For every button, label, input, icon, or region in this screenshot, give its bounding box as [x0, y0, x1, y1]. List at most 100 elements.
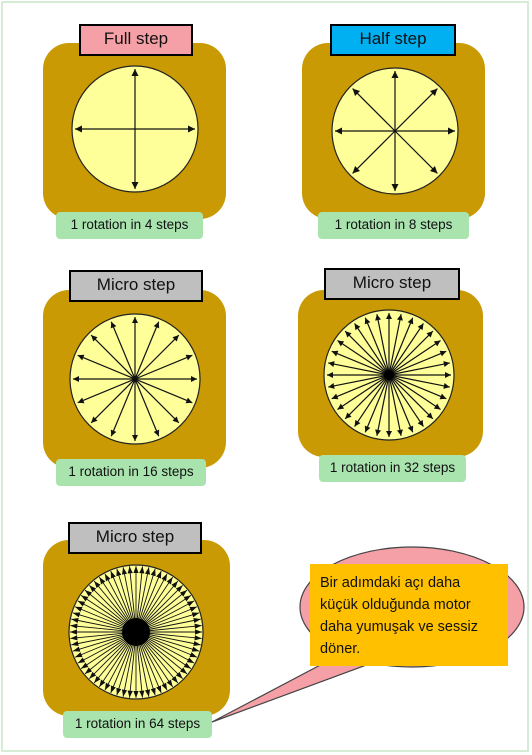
- arrow-head: [70, 623, 78, 629]
- step-ray: [344, 330, 390, 376]
- step-ray: [337, 374, 390, 410]
- arrow-head: [71, 617, 79, 624]
- arrow-head: [75, 606, 83, 612]
- arrow-head: [407, 425, 414, 433]
- arrow-head: [364, 425, 371, 433]
- arrow-head: [127, 690, 133, 698]
- step-ray: [134, 334, 180, 380]
- panel-caption: 1 rotation in 8 steps: [318, 212, 469, 239]
- arrow-head: [193, 617, 201, 624]
- arrow-head: [183, 662, 191, 669]
- step-ray: [388, 362, 450, 376]
- panel-caption: 1 rotation in 16 steps: [56, 459, 206, 486]
- arrow-head: [153, 321, 160, 329]
- step-ray: [337, 340, 390, 376]
- arrow-head: [166, 679, 173, 687]
- arrow-head: [77, 657, 86, 664]
- arrow-head: [433, 403, 441, 410]
- arrow-head: [144, 567, 151, 575]
- step-ray: [388, 323, 424, 376]
- arrow-head: [89, 585, 97, 593]
- arrow-head: [186, 600, 195, 607]
- arrow-head: [191, 646, 200, 652]
- arrow-head: [72, 646, 81, 652]
- arrow-head: [443, 361, 450, 368]
- panel-title: Full step: [79, 24, 193, 56]
- arrow-head: [104, 573, 111, 582]
- step-ray: [388, 374, 424, 427]
- step-ray: [77, 354, 136, 380]
- step-ray: [388, 374, 450, 388]
- arrow-head: [375, 314, 382, 321]
- step-ray: [110, 378, 136, 437]
- arrow-head: [195, 629, 202, 635]
- step-ray: [388, 374, 414, 433]
- panel-title: Micro step: [68, 522, 202, 554]
- arrow-head: [448, 127, 455, 135]
- arrow-head: [331, 350, 339, 357]
- arrow-head: [194, 635, 202, 641]
- arrow-head: [396, 314, 403, 321]
- arrow-head: [131, 69, 139, 76]
- arrow-head: [110, 685, 116, 693]
- arrow-head: [396, 429, 403, 436]
- hub: [122, 618, 150, 646]
- arrow-head: [439, 350, 447, 357]
- arrow-head: [144, 689, 151, 697]
- arrow-head: [354, 323, 361, 331]
- panel-title: Micro step: [69, 270, 203, 302]
- step-ray: [394, 88, 438, 132]
- step-ray: [352, 88, 396, 132]
- arrow-head: [77, 397, 85, 404]
- arrow-head: [104, 682, 111, 691]
- step-disc-16: [69, 313, 201, 445]
- arrow-head: [70, 629, 77, 635]
- step-ray: [388, 314, 402, 376]
- arrow-head: [127, 566, 133, 574]
- step-ray: [134, 378, 193, 404]
- step-ray: [376, 374, 390, 436]
- arrow-head: [161, 682, 168, 691]
- arrow-head: [77, 354, 85, 361]
- arrow-head: [91, 416, 98, 423]
- step-ray: [77, 378, 136, 404]
- arrow-head: [139, 566, 145, 574]
- arrow-head: [364, 317, 371, 325]
- panel-caption: 1 rotation in 64 steps: [63, 711, 212, 738]
- hub: [384, 370, 394, 380]
- panel-caption: 1 rotation in 4 steps: [56, 212, 203, 239]
- step-disc-32: [323, 309, 455, 441]
- arrow-head: [133, 566, 139, 573]
- arrow-head: [185, 354, 193, 361]
- arrow-head: [71, 640, 79, 647]
- arrow-head: [188, 125, 195, 133]
- arrow-head: [131, 182, 139, 189]
- arrow-head: [150, 568, 156, 577]
- step-ray: [394, 130, 438, 174]
- arrow-head: [121, 567, 128, 575]
- step-ray: [134, 321, 160, 380]
- arrow-head: [445, 372, 451, 378]
- arrow-head: [186, 657, 195, 664]
- step-ray: [344, 374, 390, 420]
- panel-title: Half step: [330, 24, 456, 56]
- arrow-head: [89, 671, 97, 679]
- step-ray: [354, 323, 390, 376]
- arrow-head: [335, 127, 342, 135]
- arrow-head: [84, 590, 93, 597]
- arrow-head: [426, 412, 433, 419]
- arrow-head: [70, 635, 78, 641]
- arrow-head: [132, 317, 138, 323]
- arrow-head: [161, 573, 168, 582]
- arrow-head: [331, 393, 339, 400]
- step-ray: [331, 374, 390, 400]
- step-ray: [364, 317, 390, 376]
- arrow-head: [375, 429, 382, 436]
- arrow-head: [175, 671, 183, 679]
- arrow-head: [189, 606, 197, 612]
- arrow-head: [191, 376, 197, 382]
- arrow-head: [328, 361, 335, 368]
- arrow-head: [75, 125, 82, 133]
- step-ray: [388, 374, 441, 410]
